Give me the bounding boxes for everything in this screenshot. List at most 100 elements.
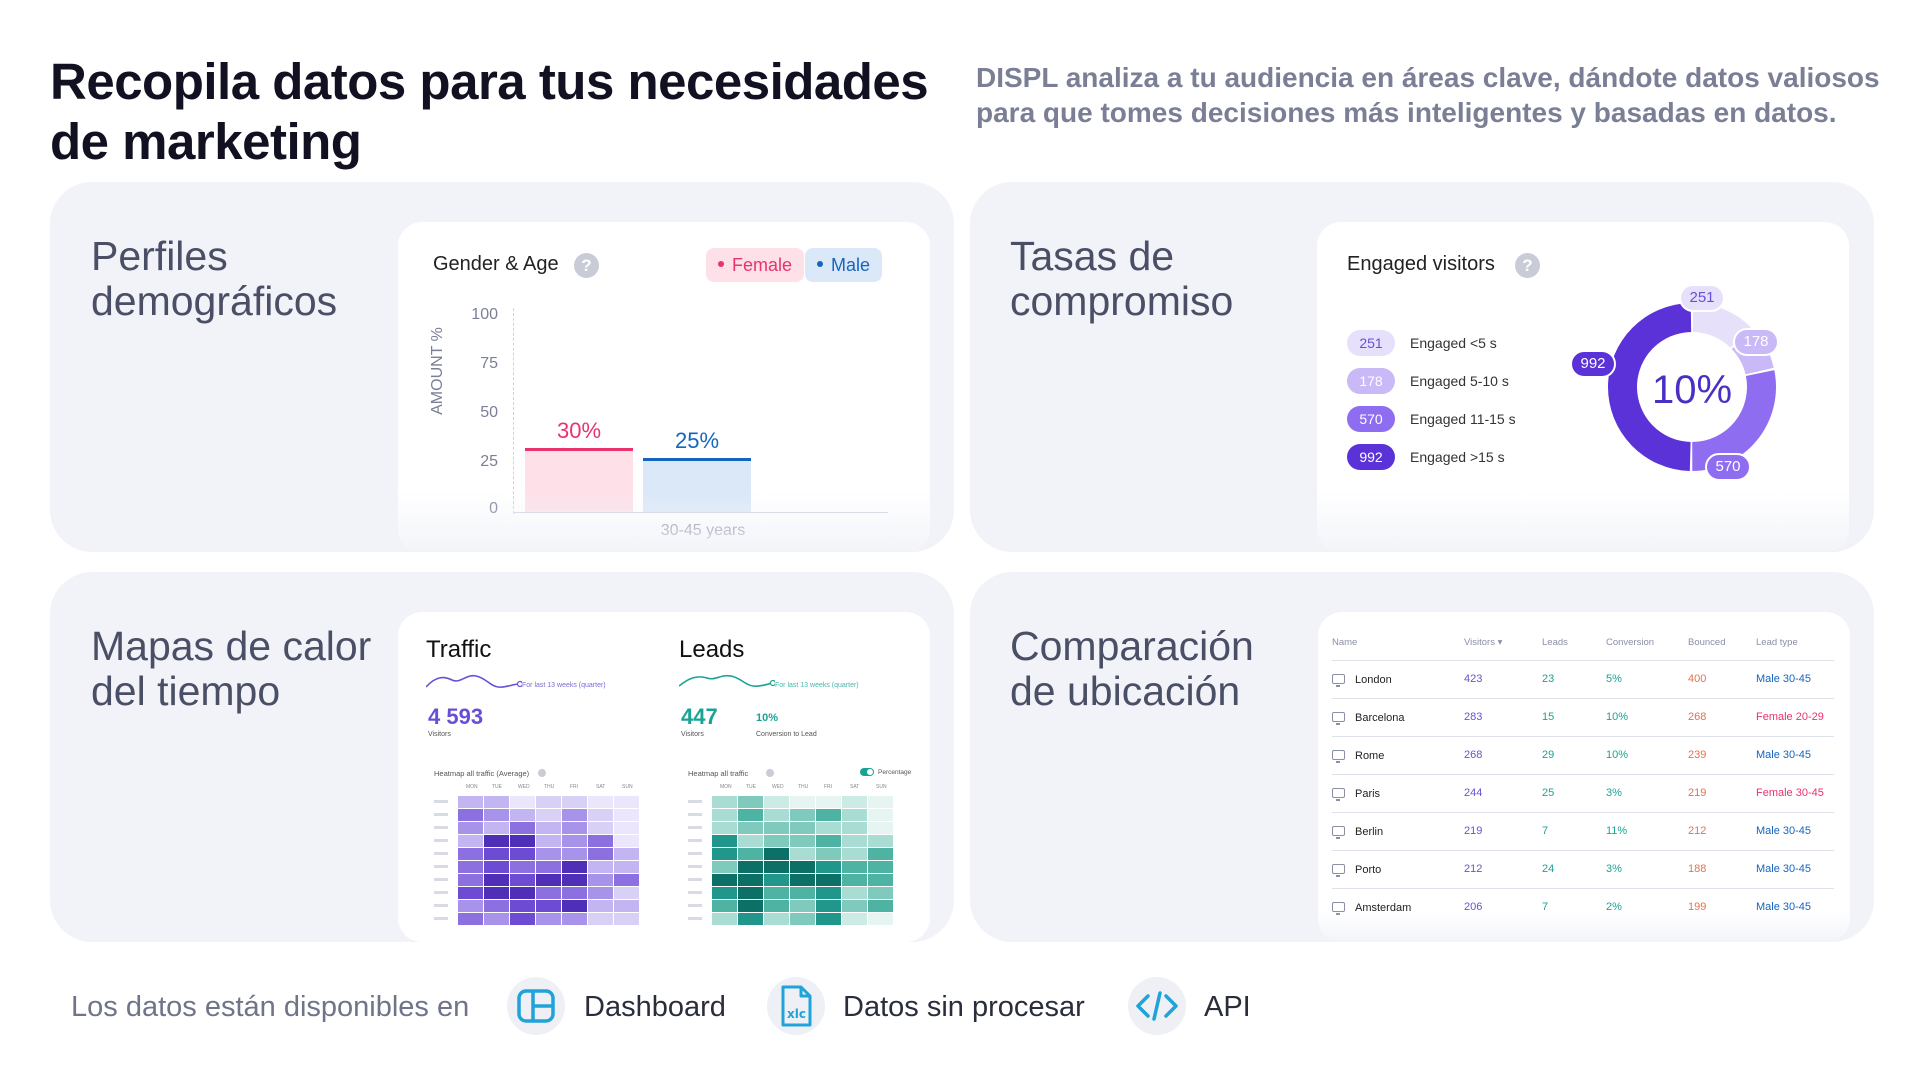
- heatmap-cell[interactable]: [562, 835, 587, 847]
- heatmap-cell[interactable]: [536, 913, 561, 925]
- heatmap-cell[interactable]: [842, 848, 867, 860]
- table-row[interactable]: Paris 244 25 3% 219 Female 30-45: [1332, 773, 1834, 812]
- heatmap-cell[interactable]: [536, 861, 561, 873]
- table-row[interactable]: Porto 212 24 3% 188 Male 30-45: [1332, 849, 1834, 888]
- help-icon[interactable]: ?: [1515, 253, 1540, 278]
- heatmap-cell[interactable]: [712, 835, 737, 847]
- heatmap-cell[interactable]: [536, 835, 561, 847]
- heatmap-cell[interactable]: [614, 861, 639, 873]
- heatmap-cell[interactable]: [536, 887, 561, 899]
- heatmap-cell[interactable]: [816, 861, 841, 873]
- heatmap-cell[interactable]: [510, 796, 535, 808]
- heatmap-cell[interactable]: [458, 874, 483, 886]
- heatmap-cell[interactable]: [712, 874, 737, 886]
- heatmap-cell[interactable]: [510, 809, 535, 821]
- heatmap-cell[interactable]: [712, 809, 737, 821]
- heatmap-cell[interactable]: [562, 874, 587, 886]
- heatmap-cell[interactable]: [868, 796, 893, 808]
- table-row[interactable]: Amsterdam 206 7 2% 199 Male 30-45: [1332, 887, 1834, 926]
- heatmap-cell[interactable]: [738, 848, 763, 860]
- heatmap-cell[interactable]: [510, 874, 535, 886]
- heatmap-cell[interactable]: [588, 835, 613, 847]
- heatmap-cell[interactable]: [842, 900, 867, 912]
- heatmap-cell[interactable]: [842, 822, 867, 834]
- heatmap-cell[interactable]: [484, 822, 509, 834]
- heatmap-cell[interactable]: [790, 861, 815, 873]
- heatmap-cell[interactable]: [588, 874, 613, 886]
- heatmap-cell[interactable]: [816, 796, 841, 808]
- heatmap-cell[interactable]: [868, 887, 893, 899]
- heatmap-cell[interactable]: [868, 822, 893, 834]
- heatmap-cell[interactable]: [816, 887, 841, 899]
- heatmap-cell[interactable]: [562, 822, 587, 834]
- heatmap-cell[interactable]: [458, 900, 483, 912]
- xlc-file-icon[interactable]: xlc: [767, 977, 825, 1035]
- heatmap-cell[interactable]: [868, 848, 893, 860]
- heatmap-cell[interactable]: [842, 913, 867, 925]
- column-header-visitors[interactable]: Visitors ▾: [1464, 637, 1503, 649]
- heatmap-cell[interactable]: [738, 861, 763, 873]
- heatmap-cell[interactable]: [712, 822, 737, 834]
- heatmap-cell[interactable]: [614, 796, 639, 808]
- heatmap-cell[interactable]: [868, 874, 893, 886]
- heatmap-cell[interactable]: [790, 900, 815, 912]
- bar-female[interactable]: [525, 447, 633, 512]
- heatmap-cell[interactable]: [614, 900, 639, 912]
- heatmap-cell[interactable]: [614, 835, 639, 847]
- heatmap-cell[interactable]: [764, 848, 789, 860]
- heatmap-cell[interactable]: [842, 835, 867, 847]
- heatmap-cell[interactable]: [614, 913, 639, 925]
- column-header-leads[interactable]: Leads: [1542, 637, 1568, 649]
- bar-male[interactable]: [643, 458, 751, 512]
- donut-segment[interactable]: [1692, 370, 1776, 471]
- table-row[interactable]: Rome 268 29 10% 239 Male 30-45: [1332, 735, 1834, 774]
- column-header-bounced[interactable]: Bounced: [1688, 637, 1726, 649]
- heatmap-cell[interactable]: [458, 913, 483, 925]
- heatmap-cell[interactable]: [790, 809, 815, 821]
- heatmap-cell[interactable]: [738, 822, 763, 834]
- heatmap-cell[interactable]: [868, 913, 893, 925]
- heatmap-cell[interactable]: [588, 822, 613, 834]
- footer-dashboard-label[interactable]: Dashboard: [584, 991, 726, 1023]
- footer-api-label[interactable]: API: [1204, 991, 1251, 1023]
- heatmap-cell[interactable]: [458, 809, 483, 821]
- heatmap-cell[interactable]: [816, 848, 841, 860]
- heatmap-cell[interactable]: [510, 822, 535, 834]
- heatmap-cell[interactable]: [790, 874, 815, 886]
- heatmap-cell[interactable]: [738, 809, 763, 821]
- heatmap-cell[interactable]: [510, 835, 535, 847]
- help-icon[interactable]: ?: [574, 253, 599, 278]
- heatmap-cell[interactable]: [562, 861, 587, 873]
- heatmap-cell[interactable]: [562, 809, 587, 821]
- heatmap-cell[interactable]: [458, 861, 483, 873]
- heatmap-cell[interactable]: [868, 861, 893, 873]
- heatmap-cell[interactable]: [738, 835, 763, 847]
- heatmap-cell[interactable]: [510, 887, 535, 899]
- heatmap-cell[interactable]: [764, 861, 789, 873]
- heatmap-cell[interactable]: [484, 848, 509, 860]
- legend-female[interactable]: Female: [706, 248, 805, 282]
- heatmap-cell[interactable]: [738, 796, 763, 808]
- legend-male[interactable]: Male: [805, 248, 883, 282]
- heatmap-cell[interactable]: [764, 809, 789, 821]
- heatmap-cell[interactable]: [614, 887, 639, 899]
- code-icon[interactable]: [1128, 977, 1186, 1035]
- heatmap-cell[interactable]: [816, 809, 841, 821]
- percentage-toggle[interactable]: [860, 768, 874, 776]
- heatmap-cell[interactable]: [458, 887, 483, 899]
- heatmap-cell[interactable]: [764, 796, 789, 808]
- heatmap-cell[interactable]: [588, 913, 613, 925]
- heatmap-cell[interactable]: [536, 796, 561, 808]
- heatmap-cell[interactable]: [458, 835, 483, 847]
- column-header-conversion[interactable]: Conversion: [1606, 637, 1655, 649]
- heatmap-cell[interactable]: [588, 848, 613, 860]
- heatmap-cell[interactable]: [816, 874, 841, 886]
- heatmap-cell[interactable]: [868, 809, 893, 821]
- heatmap-cell[interactable]: [614, 809, 639, 821]
- heatmap-cell[interactable]: [868, 900, 893, 912]
- heatmap-cell[interactable]: [510, 861, 535, 873]
- heatmap-cell[interactable]: [588, 796, 613, 808]
- heatmap-cell[interactable]: [764, 822, 789, 834]
- heatmap-cell[interactable]: [842, 861, 867, 873]
- heatmap-cell[interactable]: [764, 835, 789, 847]
